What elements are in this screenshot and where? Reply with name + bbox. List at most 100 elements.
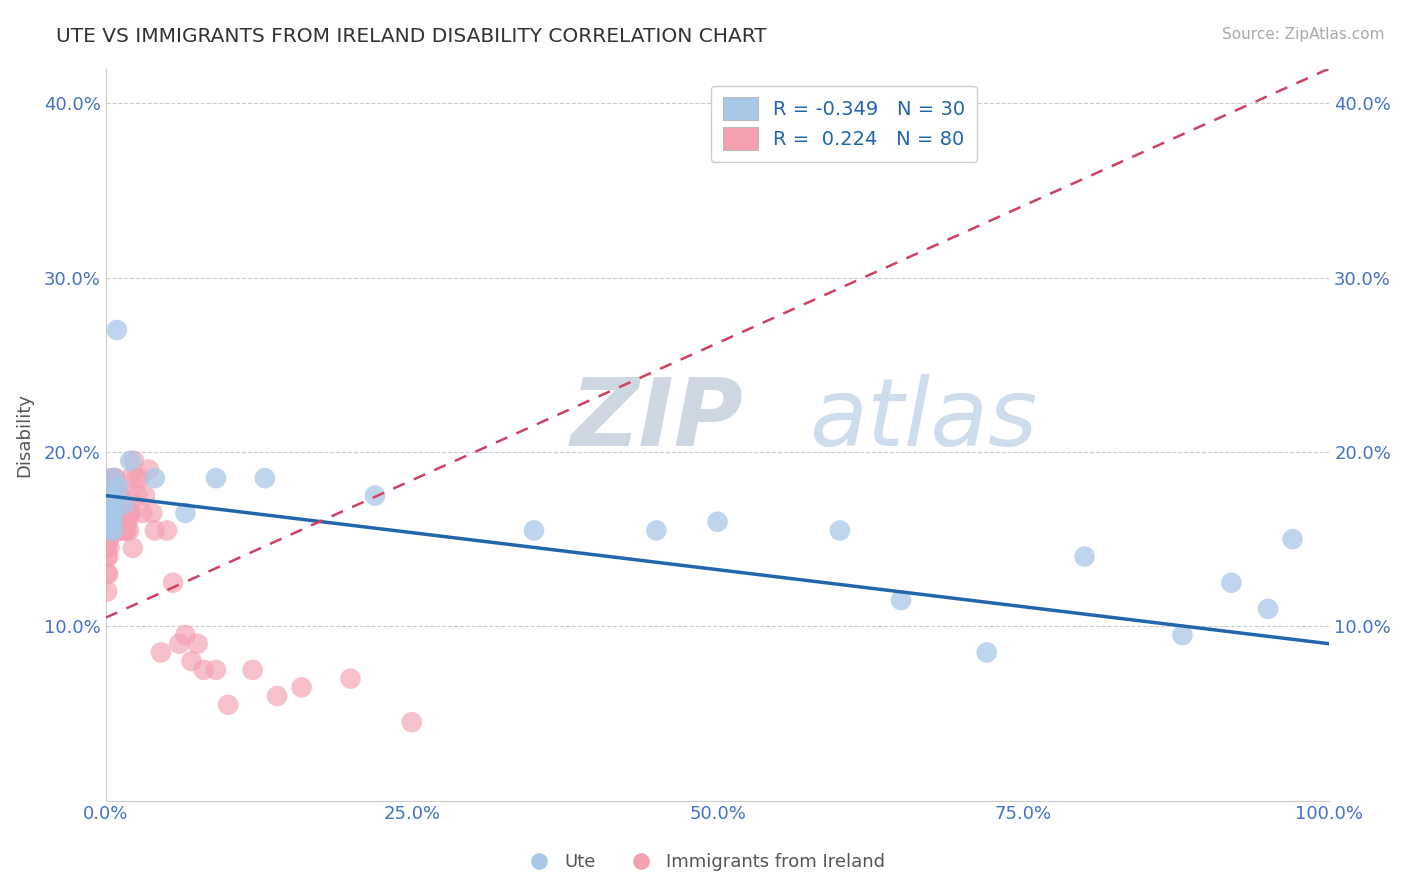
Point [96, 584, 118, 599]
Point [97, 532, 120, 546]
Point [156, 524, 179, 538]
Point [121, 506, 143, 520]
Point [205, 471, 228, 485]
Legend: Ute, Immigrants from Ireland: Ute, Immigrants from Ireland [513, 847, 893, 879]
Point [121, 541, 143, 555]
Point [111, 524, 134, 538]
Point [118, 489, 141, 503]
Point [143, 471, 166, 485]
Point [101, 506, 124, 520]
Point [103, 489, 125, 503]
Point [110, 489, 132, 503]
Point [112, 497, 135, 511]
Point [107, 506, 129, 520]
Point [105, 506, 128, 520]
Point [134, 489, 156, 503]
Point [98, 489, 121, 503]
Point [104, 471, 127, 485]
Point [174, 628, 197, 642]
Point [104, 489, 127, 503]
Point [101, 515, 124, 529]
Point [108, 506, 131, 520]
Y-axis label: Disability: Disability [15, 392, 32, 476]
Point [120, 506, 142, 520]
Point [112, 497, 135, 511]
Point [706, 515, 728, 529]
Point [1220, 575, 1243, 590]
Point [127, 489, 149, 503]
Point [111, 506, 134, 520]
Point [167, 637, 190, 651]
Point [100, 524, 122, 538]
Point [1257, 602, 1279, 616]
Point [141, 506, 163, 520]
Point [104, 497, 127, 511]
Point [1171, 628, 1194, 642]
Point [107, 524, 129, 538]
Point [117, 515, 139, 529]
Point [100, 497, 122, 511]
Point [143, 524, 166, 538]
Point [97, 506, 120, 520]
Point [111, 524, 134, 538]
Point [174, 506, 197, 520]
Point [103, 471, 125, 485]
Point [291, 681, 314, 695]
Point [645, 524, 668, 538]
Point [117, 506, 139, 520]
Point [266, 689, 288, 703]
Point [105, 489, 128, 503]
Point [107, 489, 129, 503]
Point [131, 506, 153, 520]
Point [828, 524, 851, 538]
Point [114, 515, 136, 529]
Point [100, 524, 122, 538]
Point [120, 453, 142, 467]
Point [97, 549, 120, 564]
Point [162, 575, 184, 590]
Point [180, 654, 202, 668]
Point [118, 524, 141, 538]
Point [101, 506, 124, 520]
Point [120, 471, 142, 485]
Point [138, 462, 160, 476]
Point [96, 524, 118, 538]
Point [122, 453, 145, 467]
Point [104, 506, 127, 520]
Text: ZIP: ZIP [571, 374, 744, 466]
Point [107, 480, 129, 494]
Point [187, 637, 209, 651]
Point [98, 532, 121, 546]
Point [105, 323, 128, 337]
Point [103, 506, 125, 520]
Point [112, 515, 135, 529]
Point [103, 524, 125, 538]
Point [108, 489, 131, 503]
Text: Source: ZipAtlas.com: Source: ZipAtlas.com [1222, 27, 1385, 42]
Point [401, 715, 423, 730]
Point [890, 593, 912, 607]
Point [115, 497, 138, 511]
Point [149, 645, 172, 659]
Point [1073, 549, 1095, 564]
Point [101, 524, 124, 538]
Point [103, 506, 125, 520]
Point [103, 471, 125, 485]
Point [96, 567, 118, 582]
Point [103, 506, 125, 520]
Point [110, 506, 132, 520]
Point [125, 471, 148, 485]
Point [193, 663, 215, 677]
Point [103, 489, 125, 503]
Point [976, 645, 998, 659]
Point [253, 471, 276, 485]
Point [242, 663, 264, 677]
Point [98, 497, 121, 511]
Point [217, 698, 239, 712]
Point [100, 471, 122, 485]
Point [129, 471, 152, 485]
Point [364, 489, 387, 503]
Point [103, 489, 125, 503]
Point [523, 524, 546, 538]
Point [114, 524, 136, 538]
